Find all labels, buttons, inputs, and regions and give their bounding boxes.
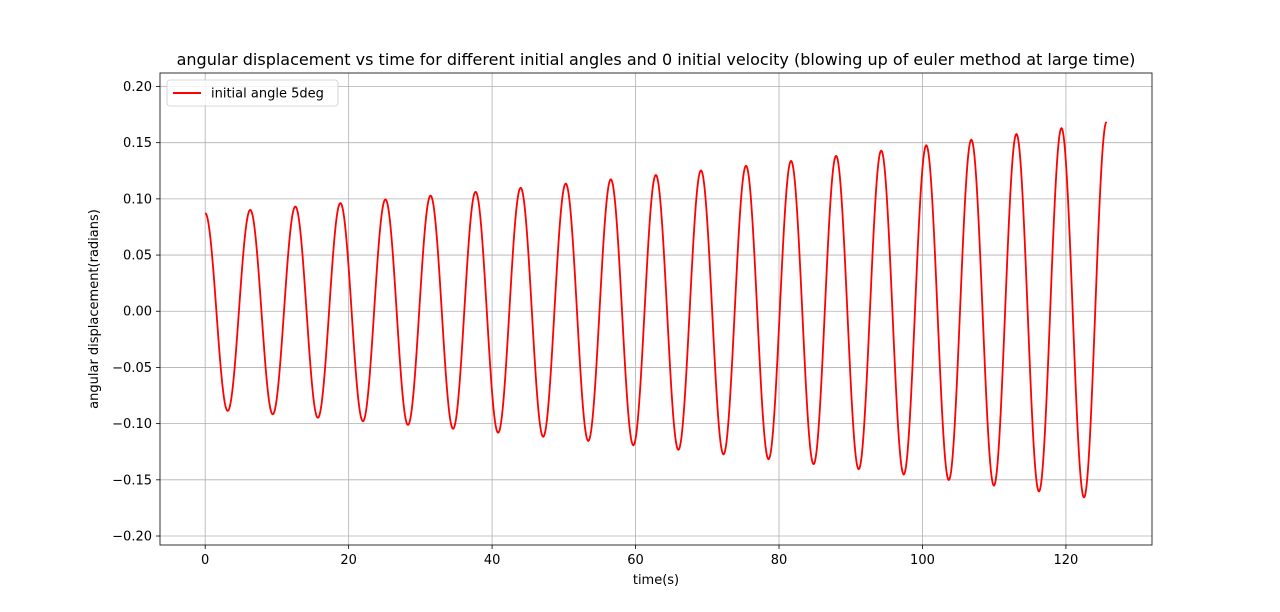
y-tick-label: −0.20 xyxy=(112,530,152,545)
y-tick-label: 0.10 xyxy=(123,192,152,207)
x-tick-label: 80 xyxy=(771,553,788,568)
y-tick-label: 0.15 xyxy=(123,136,152,151)
grid xyxy=(160,73,1152,545)
x-tick-label: 40 xyxy=(484,553,501,568)
x-axis-label: time(s) xyxy=(633,573,679,588)
x-tick-label: 20 xyxy=(340,553,357,568)
chart-title: angular displacement vs time for differe… xyxy=(177,50,1136,69)
x-tick-label: 0 xyxy=(201,553,209,568)
x-tick-label: 60 xyxy=(627,553,644,568)
y-tick-label: −0.05 xyxy=(112,361,152,376)
legend-box xyxy=(166,79,339,107)
ticks: 0 20 40 60 80 100 120 −0.20 −0.15 −0.10 −0.05 0.00 0… xyxy=(112,80,1078,568)
series-line xyxy=(204,121,1108,499)
plot-frame xyxy=(159,72,1153,546)
y-tick-label: −0.15 xyxy=(112,473,152,488)
y-axis-label: angular displacement(radians) xyxy=(87,209,102,409)
legend-entry: initial angle 5deg xyxy=(211,87,324,102)
x-tick-label: 120 xyxy=(1054,553,1079,568)
y-tick-label: 0.05 xyxy=(123,249,152,264)
y-tick-label: −0.10 xyxy=(112,417,152,432)
x-tick-label: 100 xyxy=(910,553,935,568)
series-layer xyxy=(204,121,1108,499)
y-tick-label: 0.20 xyxy=(123,80,152,95)
y-tick-label: 0.00 xyxy=(123,305,152,320)
legend: initial angle 5deg xyxy=(166,79,339,107)
